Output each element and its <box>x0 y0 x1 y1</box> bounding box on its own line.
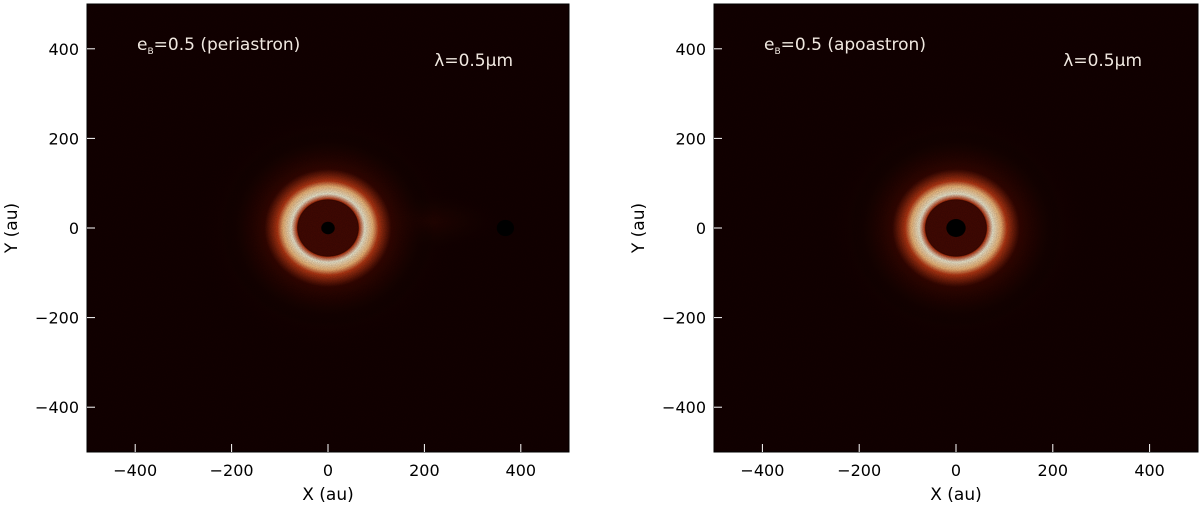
x-tick-label: 0 <box>323 461 333 480</box>
y-axis-label: Y (au) <box>629 203 649 254</box>
x-tick-label: 400 <box>1134 461 1165 480</box>
x-tick-label: −400 <box>113 461 157 480</box>
x-tick-label: 200 <box>409 461 440 480</box>
chart-panel-1: −400 −200 0 200 400 −400 −200 0 200 400 X (au) Y (a… <box>2 3 570 505</box>
y-tick-label: −200 <box>35 309 79 328</box>
x-axis-label: X (au) <box>302 485 354 505</box>
y-tick-label: 200 <box>675 129 706 148</box>
y-tick-label: 400 <box>675 40 706 59</box>
x-tick-label: 400 <box>506 461 537 480</box>
y-tick-label: 400 <box>48 40 79 59</box>
noise-texture <box>714 4 1198 452</box>
y-tick-label: 200 <box>48 129 79 148</box>
chart-panel-2: −400 −200 0 200 400 −400 −200 0 200 400 X (au) Y (a… <box>629 3 1199 505</box>
x-tick-label: 0 <box>951 461 961 480</box>
y-tick-label: −400 <box>662 398 706 417</box>
y-tick-label: 0 <box>69 219 79 238</box>
y-tick-label: 0 <box>696 219 706 238</box>
eccentricity-annotation: eB=0.5 (apoastron) <box>764 35 926 57</box>
x-axis-label: X (au) <box>930 485 982 505</box>
y-tick-label: −200 <box>662 309 706 328</box>
eccentricity-annotation: eB=0.5 (periastron) <box>137 35 300 57</box>
wavelength-label: λ=0.5μm <box>1063 51 1142 71</box>
y-axis-label: Y (au) <box>2 203 22 254</box>
noise-texture <box>87 4 569 452</box>
x-tick-label: 200 <box>1038 461 1069 480</box>
x-tick-label: −400 <box>740 461 784 480</box>
x-tick-label: −200 <box>837 461 881 480</box>
y-tick-label: −400 <box>35 398 79 417</box>
wavelength-label: λ=0.5μm <box>434 51 513 71</box>
x-tick-label: −200 <box>210 461 254 480</box>
